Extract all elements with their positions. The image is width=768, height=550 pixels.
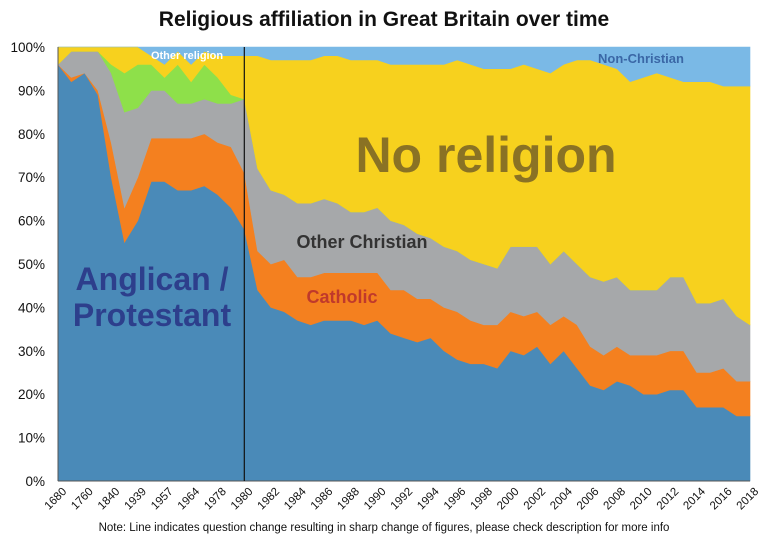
chart-title: Religious affiliation in Great Britain o…: [158, 8, 610, 31]
series-label-other-religion: Other religion: [151, 50, 223, 62]
y-tick-label: 70%: [18, 170, 45, 185]
y-tick-label: 100%: [10, 40, 45, 55]
series-label-non-christian: Non-Christian: [598, 51, 684, 66]
x-tick-label: 1994: [415, 485, 442, 512]
x-tick-label: 1998: [468, 486, 495, 513]
x-tick-label: 2002: [522, 486, 549, 513]
x-tick-label: 1986: [309, 486, 336, 513]
x-tick-label: 2014: [681, 485, 708, 512]
y-tick-label: 80%: [18, 127, 45, 142]
x-tick-label: 2004: [548, 485, 575, 512]
series-label-catholic: Catholic: [306, 287, 377, 307]
y-tick-label: 20%: [18, 387, 45, 402]
y-tick-label: 50%: [18, 257, 45, 272]
x-tick-label: 1978: [202, 486, 229, 513]
x-tick-label: 2016: [708, 486, 735, 513]
x-tick-label: 1990: [362, 486, 389, 513]
y-tick-label: 30%: [18, 344, 45, 359]
x-tick-label: 2018: [735, 486, 762, 513]
x-tick-labels: 1680 1760 1840 1939 1957 1964 1978 1980 1982 1984…: [43, 485, 762, 512]
x-tick-label: 2008: [602, 486, 629, 513]
y-tick-label: 60%: [18, 214, 45, 229]
x-tick-label: 1982: [256, 486, 283, 513]
x-tick-label: 1988: [335, 486, 362, 513]
x-tick-label: 2000: [495, 486, 522, 513]
y-tick-label: 0%: [25, 474, 45, 489]
y-tick-label: 90%: [18, 83, 45, 98]
series-label-anglican-protestant: Anglican / Protestant: [73, 261, 232, 333]
x-tick-label: 2010: [628, 486, 655, 513]
series-label-other-christian: Other Christian: [296, 232, 427, 252]
area-non-christian: [58, 46, 751, 87]
x-tick-label: 1964: [176, 485, 203, 512]
x-tick-label: 1680: [43, 486, 70, 513]
x-tick-label: 1996: [442, 486, 469, 513]
x-tick-label: 1840: [96, 486, 123, 513]
x-tick-label: 2006: [575, 486, 602, 513]
x-tick-label: 1939: [122, 486, 149, 513]
y-tick-label: 40%: [18, 300, 45, 315]
x-tick-label: 1760: [69, 486, 96, 513]
chart-note: Note: Line indicates question change res…: [98, 522, 670, 534]
x-tick-label: 1957: [149, 486, 176, 513]
x-tick-label: 1984: [282, 485, 309, 512]
series-labels: Anglican / Protestant No religion Other Chr…: [73, 50, 684, 333]
x-tick-label: 1980: [229, 486, 256, 513]
y-tick-labels: 0% 10% 20% 30% 40% 50% 60% 70% 80% 90% 100%: [10, 40, 45, 489]
area-layer: [57, 46, 751, 482]
y-tick-label: 10%: [18, 431, 45, 446]
series-label-no-religion: No religion: [355, 127, 616, 183]
x-tick-label: 2012: [655, 486, 682, 513]
x-tick-label: 1992: [389, 486, 416, 513]
